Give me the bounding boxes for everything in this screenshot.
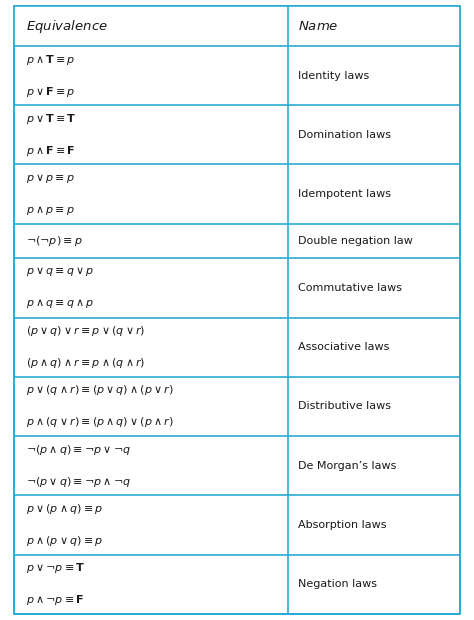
Text: $\neg(\neg p) \equiv p$: $\neg(\neg p) \equiv p$ [26,234,82,248]
Text: $\mathit{Equivalence}$: $\mathit{Equivalence}$ [26,17,108,35]
Text: $p \vee \mathbf{F} \equiv p$: $p \vee \mathbf{F} \equiv p$ [26,84,75,99]
Text: $p \vee (q \wedge r) \equiv (p \vee q) \wedge (p \vee r)$: $p \vee (q \wedge r) \equiv (p \vee q) \… [26,383,174,397]
Text: $p \vee \mathbf{T} \equiv \mathbf{T}$: $p \vee \mathbf{T} \equiv \mathbf{T}$ [26,112,76,126]
Text: $p \vee q \equiv q \vee p$: $p \vee q \equiv q \vee p$ [26,265,94,278]
Text: Domination laws: Domination laws [298,130,391,140]
Text: $p \wedge q \equiv q \wedge p$: $p \wedge q \equiv q \wedge p$ [26,298,94,311]
Text: $p \wedge \neg p \equiv \mathbf{F}$: $p \wedge \neg p \equiv \mathbf{F}$ [26,593,84,607]
Text: $\mathit{Name}$: $\mathit{Name}$ [298,20,338,33]
Text: $\neg(p \vee q) \equiv \neg p \wedge \neg q$: $\neg(p \vee q) \equiv \neg p \wedge \ne… [26,475,131,489]
Text: $p \wedge p \equiv p$: $p \wedge p \equiv p$ [26,203,75,216]
Text: $p \vee (p \wedge q) \equiv p$: $p \vee (p \wedge q) \equiv p$ [26,502,103,516]
Text: Distributive laws: Distributive laws [298,402,391,412]
Text: Double negation law: Double negation law [298,236,412,246]
Text: $p \wedge (p \vee q) \equiv p$: $p \wedge (p \vee q) \equiv p$ [26,534,103,548]
Bar [14,6,460,46]
Text: Absorption laws: Absorption laws [298,520,386,530]
Text: $p \wedge (q \vee r) \equiv (p \wedge q) \vee (p \wedge r)$: $p \wedge (q \vee r) \equiv (p \wedge q)… [26,415,174,430]
Text: $\neg(p \wedge q) \equiv \neg p \vee \neg q$: $\neg(p \wedge q) \equiv \neg p \vee \ne… [26,443,131,457]
Text: $p \wedge \mathbf{F} \equiv \mathbf{F}$: $p \wedge \mathbf{F} \equiv \mathbf{F}$ [26,144,75,158]
Text: De Morgan’s laws: De Morgan’s laws [298,461,396,471]
Text: $p \vee \neg p \equiv \mathbf{T}$: $p \vee \neg p \equiv \mathbf{T}$ [26,561,85,575]
Text: $p \wedge \mathbf{T} \equiv p$: $p \wedge \mathbf{T} \equiv p$ [26,53,75,66]
Text: $(p \vee q) \vee r \equiv p \vee (q \vee r)$: $(p \vee q) \vee r \equiv p \vee (q \vee… [26,324,146,339]
Text: Associative laws: Associative laws [298,342,389,352]
Text: Idempotent laws: Idempotent laws [298,189,391,199]
Text: Identity laws: Identity laws [298,71,369,81]
Text: Commutative laws: Commutative laws [298,283,402,293]
Text: Negation laws: Negation laws [298,579,377,589]
Text: $p \vee p \equiv p$: $p \vee p \equiv p$ [26,172,75,185]
Text: $(p \wedge q) \wedge r \equiv p \wedge (q \wedge r)$: $(p \wedge q) \wedge r \equiv p \wedge (… [26,356,146,370]
